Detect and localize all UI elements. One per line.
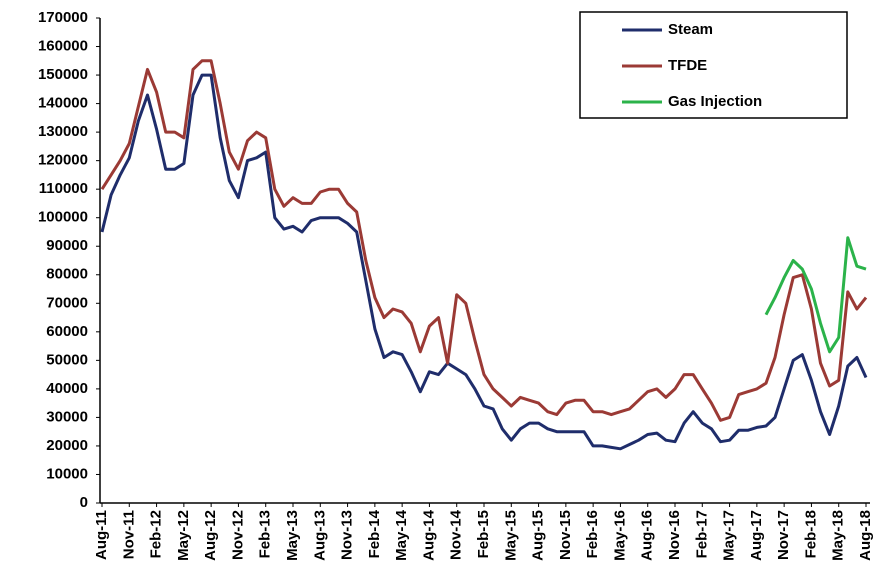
y-tick-label: 120000 (38, 152, 88, 169)
y-tick-label: 0 (80, 494, 88, 511)
x-tick-label: Nov-13 (339, 510, 356, 560)
y-tick-label: 140000 (38, 95, 88, 112)
y-tick-label: 90000 (46, 237, 88, 254)
x-tick-label: May-16 (611, 510, 628, 561)
y-tick-label: 150000 (38, 66, 88, 83)
y-tick-label: 110000 (39, 180, 88, 197)
x-tick-label: Aug-12 (202, 510, 219, 561)
x-tick-label: May-18 (830, 510, 847, 561)
y-tick-label: 30000 (46, 408, 88, 425)
y-tick-label: 60000 (46, 323, 88, 340)
y-tick-label: 130000 (38, 123, 88, 140)
x-tick-label: May-17 (721, 510, 738, 561)
x-tick-label: Nov-11 (120, 510, 137, 559)
x-tick-label: Nov-12 (229, 510, 246, 560)
x-tick-label: Nov-15 (557, 510, 574, 560)
x-tick-label: Feb-13 (257, 510, 274, 558)
x-tick-label: May-13 (284, 510, 301, 561)
x-tick-label: Aug-11 (93, 510, 110, 560)
x-tick-label: Aug-14 (420, 509, 437, 560)
legend-label: TFDE (668, 57, 707, 74)
y-tick-label: 70000 (46, 294, 88, 311)
y-tick-label: 20000 (46, 437, 88, 454)
y-tick-label: 100000 (38, 209, 88, 226)
x-tick-label: Nov-14 (448, 509, 465, 560)
x-tick-label: May-15 (502, 510, 519, 561)
x-tick-label: May-12 (175, 510, 192, 561)
x-tick-label: Feb-17 (693, 510, 710, 558)
y-tick-label: 170000 (38, 9, 88, 26)
x-tick-label: Aug-18 (857, 510, 874, 561)
x-tick-label: Nov-17 (775, 510, 792, 560)
x-tick-label: Feb-12 (148, 510, 165, 558)
x-tick-label: Feb-16 (584, 510, 601, 558)
x-tick-label: Feb-14 (366, 509, 383, 558)
series-line (764, 236, 867, 354)
y-tick-label: 40000 (46, 380, 88, 397)
x-tick-label: Aug-16 (639, 510, 656, 561)
series-line (100, 59, 868, 422)
y-tick-label: 80000 (46, 266, 88, 283)
x-tick-label: Nov-16 (666, 510, 683, 560)
y-tick-label: 10000 (46, 465, 88, 482)
x-tick-label: May-14 (393, 509, 410, 561)
x-tick-label: Feb-18 (802, 510, 819, 558)
x-tick-label: Aug-13 (311, 510, 328, 561)
y-tick-label: 160000 (38, 37, 88, 54)
legend-label: Steam (668, 21, 713, 38)
y-tick-label: 50000 (46, 351, 88, 368)
series-line (100, 73, 868, 451)
x-tick-label: Feb-15 (475, 510, 492, 558)
x-tick-label: Aug-15 (530, 510, 547, 561)
legend-label: Gas Injection (668, 93, 762, 110)
x-tick-label: Aug-17 (748, 510, 765, 561)
